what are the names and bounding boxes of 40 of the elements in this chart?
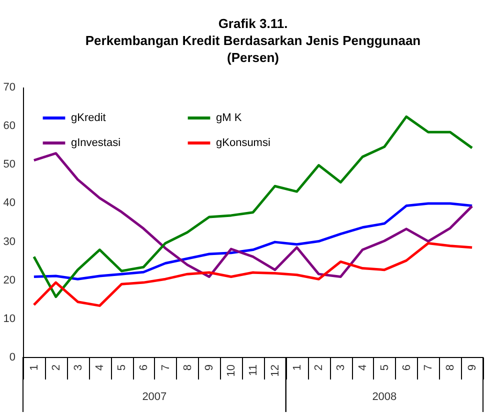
line-series (32, 152, 474, 278)
line-series (32, 242, 474, 307)
x-tick-label: 6 (400, 364, 413, 371)
x-tick-label: 7 (422, 364, 435, 371)
legend-label: gKonsumsi (216, 137, 270, 149)
x-tick-label: 6 (138, 364, 150, 371)
chart-title: Grafik 3.11. Perkembangan Kredit Berdasarkan Jenis Penggunaan (Persen) (85, 16, 421, 65)
x-tick-label: 11 (248, 364, 260, 376)
x-tick-label: 2 (313, 364, 326, 371)
y-tick-label: 60 (3, 120, 16, 132)
y-tick-label: 0 (9, 352, 16, 364)
line-series (32, 115, 474, 298)
legend-label: gKredit (71, 112, 106, 124)
x-tick-label: 4 (94, 364, 106, 371)
text: 2008 (372, 391, 397, 403)
x-tick-label: 5 (116, 364, 128, 371)
x-tick-label: 5 (378, 364, 391, 371)
legend-label: gInvestasi (71, 137, 121, 149)
y-tick-label: 30 (3, 236, 16, 248)
x-tick-label: 2 (50, 364, 62, 371)
x-tick-label: 9 (466, 364, 479, 371)
y-tick-label: 70 (3, 82, 16, 94)
text: 2007 (142, 391, 167, 403)
y-tick-label: 40 (3, 197, 16, 210)
x-tick-label: 8 (182, 364, 194, 371)
y-tick-label: 50 (3, 158, 16, 171)
x-tick-label: 7 (160, 364, 172, 371)
x-tick-label: 12 (269, 364, 282, 377)
y-tick-label: 10 (3, 312, 16, 325)
x-tick-label: 1 (28, 364, 40, 371)
x-tick-label: 3 (72, 364, 84, 371)
legend-label: gM K (216, 112, 242, 124)
x-tick-label: 9 (204, 364, 216, 371)
x-tick-label: 10 (226, 364, 238, 377)
y-tick-label: 20 (3, 274, 16, 286)
x-tick-label: 4 (357, 364, 370, 371)
x-tick-label: 8 (444, 364, 457, 371)
x-tick-label: 3 (335, 364, 348, 371)
x-tick-label: 1 (291, 364, 304, 371)
line-series (32, 202, 474, 280)
